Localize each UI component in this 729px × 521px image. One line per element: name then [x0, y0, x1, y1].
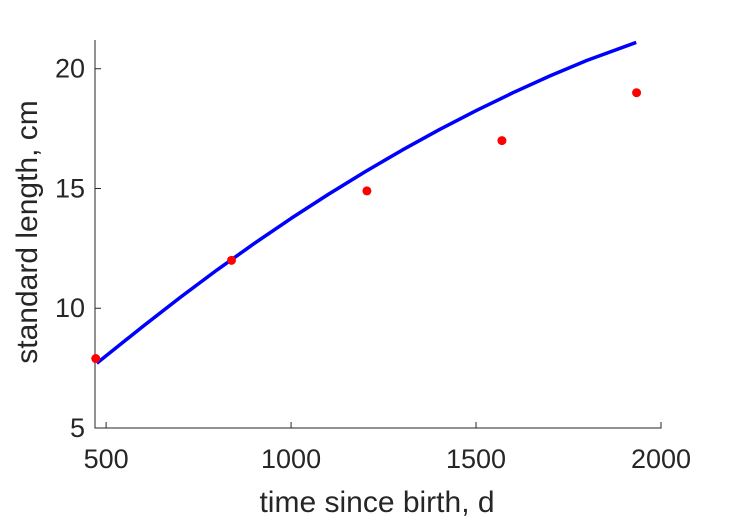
model-curve: [95, 40, 637, 365]
x-axis-ticks: 500 1000 1500 2000: [84, 422, 691, 474]
y-tick-label: 20: [55, 54, 85, 84]
x-tick-label: 1500: [446, 444, 506, 474]
data-point: [497, 136, 507, 146]
y-tick-label: 15: [55, 173, 85, 203]
x-tick-label: 500: [84, 444, 129, 474]
y-tick-label: 5: [70, 413, 85, 443]
x-tick-label: 1000: [261, 444, 321, 474]
x-axis-label: time since birth, d: [259, 486, 494, 519]
y-axis-label: standard length, cm: [11, 100, 44, 363]
data-point: [91, 354, 101, 364]
axis-lines: [94, 40, 662, 429]
plot-series: [91, 40, 642, 365]
data-point: [632, 88, 642, 98]
data-point: [362, 186, 372, 196]
data-point: [227, 255, 237, 265]
y-tick-label: 10: [55, 293, 85, 323]
x-tick-label: 2000: [631, 444, 691, 474]
y-axis-ticks: 5 10 15 20: [55, 54, 101, 443]
